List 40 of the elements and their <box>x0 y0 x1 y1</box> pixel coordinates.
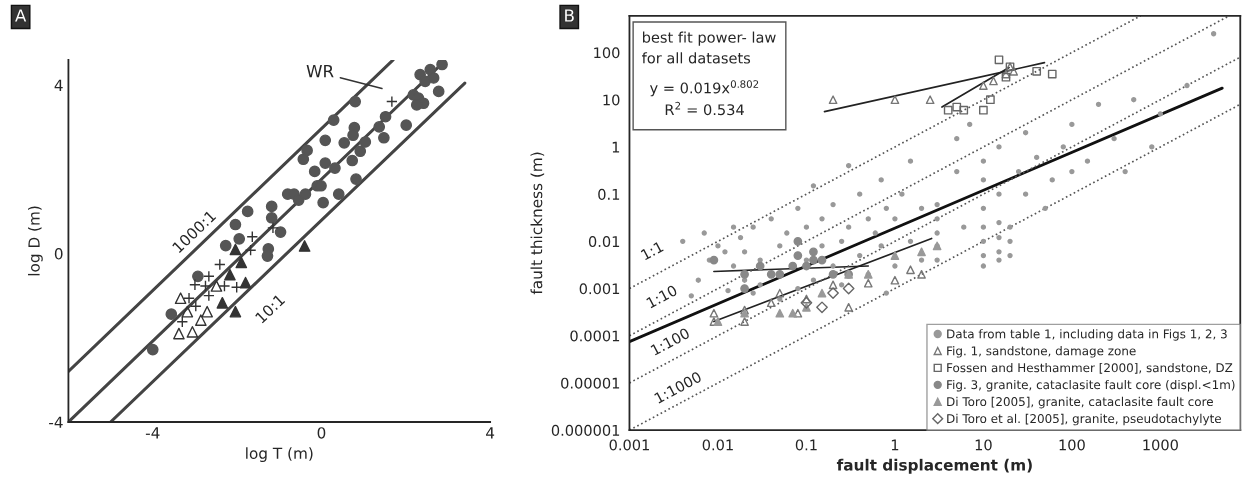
y-tick-label: 100 <box>594 47 620 59</box>
legend-label: Di Toro et al. [2005], granite, pseudotachylyte <box>947 413 1222 426</box>
y-tick-label: -4 <box>49 416 63 428</box>
annotation: for all datasets <box>642 52 751 64</box>
legend-label: Data from table 1, including data in Figs 1, 2, 3 <box>947 329 1227 341</box>
x-tick-label: 0.01 <box>702 439 733 451</box>
x-tick-label: 10 <box>975 439 992 451</box>
legend-label: Fig. 3, granite, cataclasite fault core (displ.<1m) <box>947 379 1235 392</box>
x-tick-label: -4 <box>145 427 160 439</box>
legend-label: Fig. 1, sandstone, damage zone <box>947 346 1136 358</box>
x-tick-label: 1 <box>891 439 899 451</box>
y-axis-title: fault thickness (m) <box>530 152 545 295</box>
y-tick-label: 0.001 <box>579 283 620 295</box>
y-tick-label: 0.000001 <box>551 424 620 436</box>
y-tick-label: 1 <box>612 141 620 153</box>
y-tick-label: 0.0001 <box>570 330 620 342</box>
x-tick-label: 0.1 <box>795 439 817 451</box>
y-tick-label: 0.01 <box>588 236 620 248</box>
y-tick-label: 0.1 <box>598 188 620 200</box>
annotation: y = 0.019x$^{0.802}$ <box>649 80 759 97</box>
x-tick-label: 100 <box>1059 439 1085 451</box>
annotation: 1:1 <box>640 241 664 261</box>
y-axis-title: log D (m) <box>27 206 43 276</box>
x-tick-label: 1000 <box>1143 439 1178 451</box>
legend-label: Fossen and Hesthammer [2000], sandstone, DZ <box>947 363 1233 374</box>
x-axis-title: log T (m) <box>246 447 313 462</box>
x-tick-label: 4 <box>486 427 495 439</box>
y-tick-label: 0.00001 <box>561 377 620 389</box>
y-tick-label: 10 <box>603 94 620 106</box>
annotation: best fit power- law <box>643 31 776 46</box>
chart-title: B <box>565 9 574 22</box>
x-tick-label: 0 <box>317 427 326 439</box>
legend-label: Di Toro [2005], granite, cataclasite fault core <box>947 396 1213 409</box>
x-axis-title: fault displacement (m) <box>836 458 1032 474</box>
annotation: R$^{2}$ = 0.534 <box>665 101 744 116</box>
chart-title: A <box>15 9 27 22</box>
annotation: WR <box>306 65 334 78</box>
y-tick-label: 0 <box>54 248 63 260</box>
annotation: 1:10 <box>646 284 678 309</box>
y-tick-label: 4 <box>54 79 63 91</box>
